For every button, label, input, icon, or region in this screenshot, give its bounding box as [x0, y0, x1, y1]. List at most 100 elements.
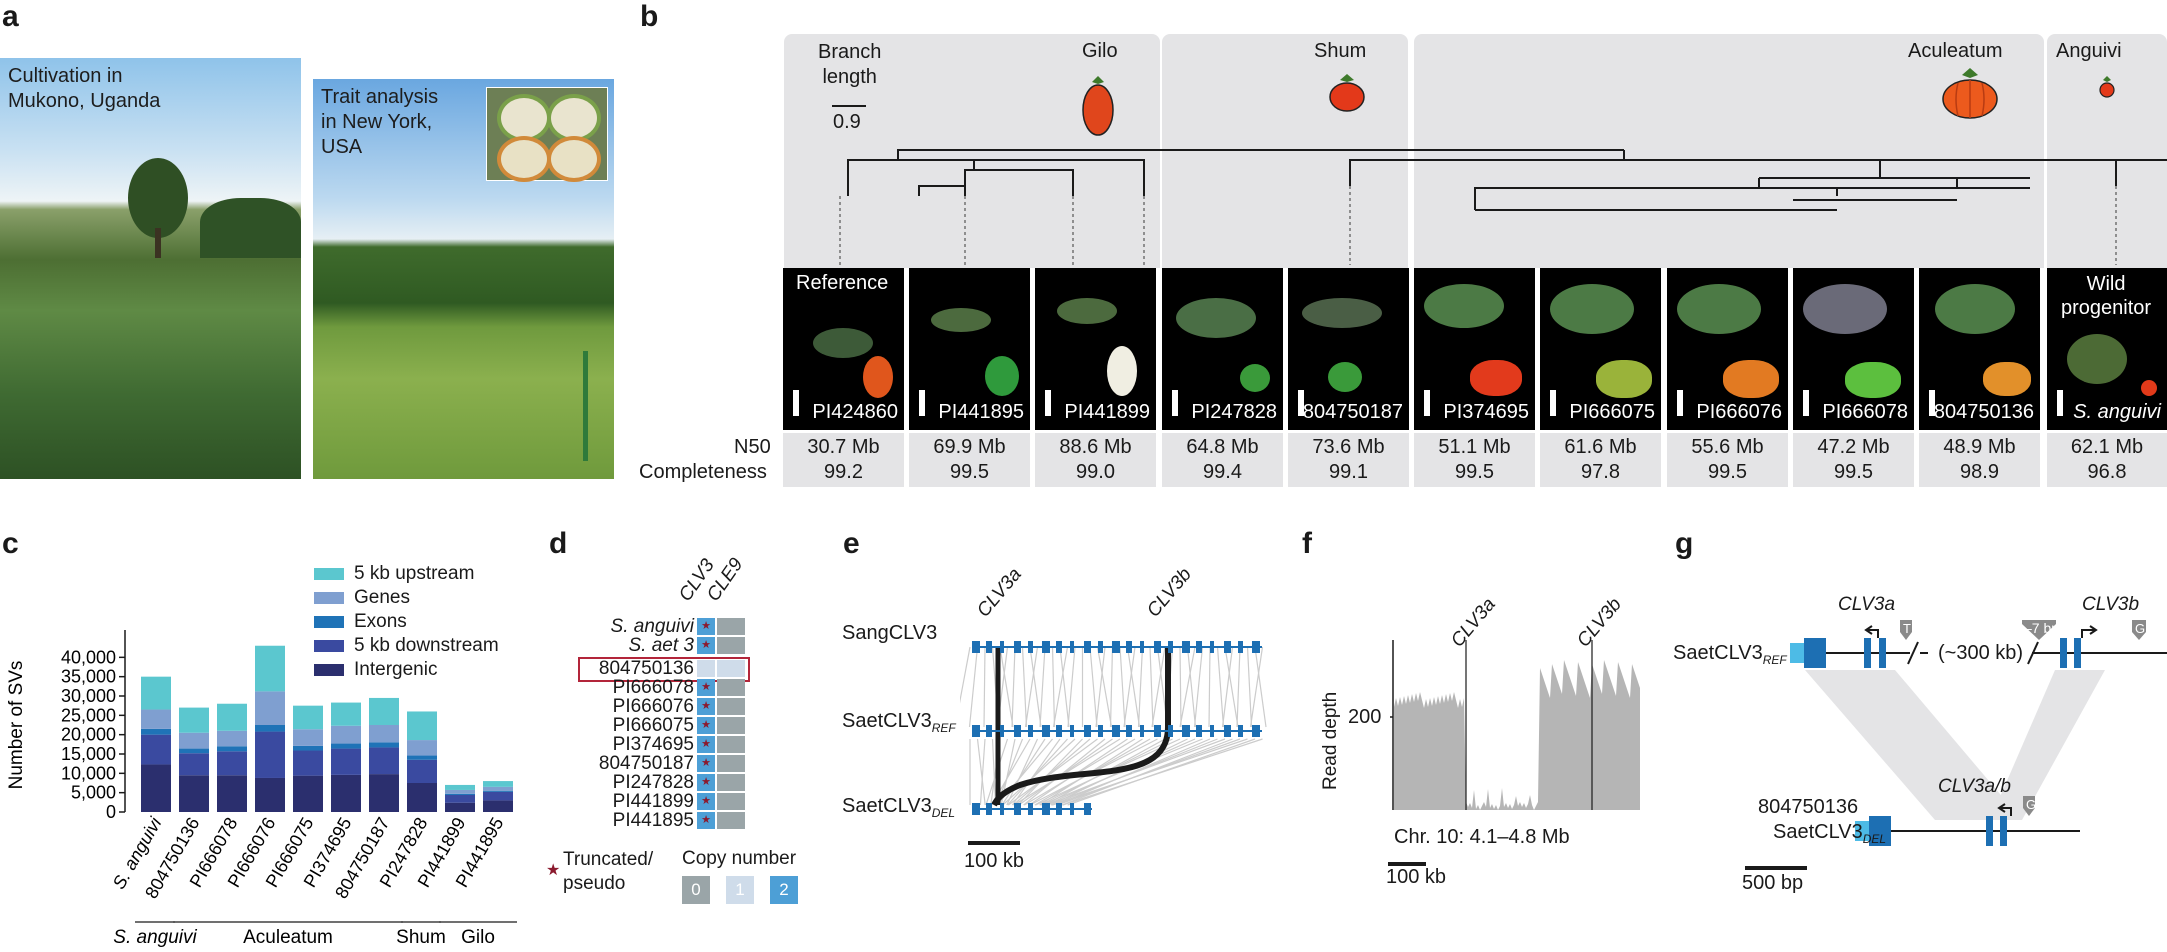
accession-label: PI247828	[1191, 401, 1277, 423]
synteny-scale-bar	[968, 841, 1020, 845]
bar-segment	[407, 740, 437, 756]
panel-f-letter: f	[1302, 527, 1312, 560]
branch-length-label: Branch length	[818, 41, 882, 88]
table-row-label: PI374695	[612, 734, 694, 755]
truncated-legend-star: ★	[546, 862, 561, 879]
gene-block	[986, 641, 992, 653]
gene-block	[1014, 641, 1021, 653]
plant-photo-PI247828: PI247828	[1162, 268, 1283, 430]
gene-block	[972, 641, 980, 653]
accession-label: 804750136	[1933, 401, 2034, 423]
gene-block	[1238, 641, 1243, 653]
gene-block	[1042, 725, 1050, 737]
branch-length-value: 0.9	[833, 111, 861, 133]
gene-block	[1112, 641, 1120, 653]
highlight-box	[578, 657, 750, 682]
bar-segment	[331, 774, 361, 812]
gene-block	[1112, 725, 1120, 737]
completeness-value: 99.2	[824, 461, 863, 483]
gene-block	[1056, 641, 1062, 653]
clv3-cell: ★	[697, 698, 715, 715]
anguivi-fruit-icon	[2099, 76, 2115, 98]
legend-swatch	[314, 640, 344, 652]
tree-line	[200, 198, 301, 258]
bar-segment	[369, 725, 399, 743]
stat-box-6: 61.6 Mb 97.8	[1540, 433, 1661, 487]
n50-value: 73.6 Mb	[1312, 436, 1385, 458]
clv3-cell: ★	[697, 793, 715, 810]
field-photo-newyork: Trait analysis in New York, USA	[313, 79, 614, 479]
y-tick-label: 40,000	[61, 647, 116, 667]
group-label: Gilo	[461, 927, 495, 948]
branch-length-scale-bar	[832, 105, 866, 107]
saet-ref-label: SaetCLV3REF	[1673, 642, 1787, 667]
cle9-cell	[717, 812, 745, 829]
g-variant-del-label: G	[2026, 797, 2037, 812]
legend-label: Intergenic	[354, 659, 438, 680]
cle9-cell	[717, 618, 745, 635]
plant-photo-S-anguivi: Wild progenitor S. anguivi	[2047, 268, 2167, 430]
gene-block	[1084, 803, 1091, 815]
depth-area	[1394, 660, 1640, 810]
n50-row-label: N50	[734, 436, 771, 458]
group-label-shum: Shum	[1314, 40, 1367, 62]
stat-box-1: 69.9 Mb 99.5	[909, 433, 1030, 487]
gene-block	[1224, 725, 1231, 737]
gene-block	[1140, 641, 1144, 653]
read-depth-ylabel: Read depth	[1320, 691, 1341, 790]
gene-block	[1042, 803, 1050, 815]
plant-photo-804750136: 804750136	[1919, 268, 2040, 430]
bar-segment	[141, 728, 171, 735]
stat-box-4: 73.6 Mb 99.1	[1288, 433, 1409, 487]
field-photo-uganda: Cultivation in Mukono, Uganda	[0, 58, 301, 479]
scale-bar	[919, 390, 925, 416]
bar-segment	[445, 802, 475, 812]
clv3a-label: CLV3a	[973, 564, 1026, 622]
y-tick-label: 0	[106, 802, 116, 822]
aculeatum-fruit-icon	[1942, 68, 1998, 119]
group-label: Shum	[396, 927, 446, 948]
read-depth-plot	[1390, 640, 1640, 810]
legend-label: Exons	[354, 611, 407, 632]
depth-scale-bar	[1388, 862, 1426, 866]
group-label-anguivi: Anguivi	[2056, 40, 2122, 62]
panel-d-letter: d	[549, 527, 568, 560]
tree-trunk	[155, 228, 161, 258]
group-bg-anguivi	[2047, 34, 2167, 268]
gene-block	[1056, 803, 1062, 815]
y-tick-label: 20,000	[61, 725, 116, 745]
gene-block	[972, 725, 980, 737]
bar-segment	[407, 759, 437, 783]
gene-block	[1168, 725, 1173, 737]
field-stake	[583, 351, 588, 461]
gene-block	[1126, 641, 1132, 653]
bar-segment	[217, 730, 247, 747]
plant-photo-PI374695: PI374695	[1414, 268, 1535, 430]
clv3-cell	[697, 660, 715, 677]
bar-segment	[217, 751, 247, 776]
completeness-value: 99.5	[1834, 461, 1873, 483]
scale-bar	[1677, 390, 1683, 416]
group-label: S. anguivi	[113, 927, 197, 948]
phylogenetic-tree	[839, 149, 2167, 265]
legend-swatch	[314, 568, 344, 580]
accession-label: PI424860	[812, 401, 898, 423]
completeness-value: 99.4	[1203, 461, 1242, 483]
bar-segment	[141, 734, 171, 765]
fruit-inset-photo	[486, 87, 608, 182]
scale-bar	[2057, 390, 2063, 416]
stat-box-5: 51.1 Mb 99.5	[1414, 433, 1535, 487]
bar-segment	[331, 748, 361, 775]
cle9-cell	[717, 717, 745, 734]
bar-segment	[369, 697, 399, 725]
scale-bar	[1929, 390, 1935, 416]
gene-block	[972, 803, 980, 815]
clv3-cell: ★	[697, 755, 715, 772]
accession-label: PI441899	[1064, 401, 1150, 423]
completeness-value: 99.5	[950, 461, 989, 483]
completeness-value: 99.5	[1708, 461, 1747, 483]
group-label-aculeatum: Aculeatum	[1908, 40, 2003, 62]
clv3-cell: ★	[697, 637, 715, 654]
gene-block	[1238, 725, 1243, 737]
accession-label: 804750187	[1302, 401, 1403, 423]
